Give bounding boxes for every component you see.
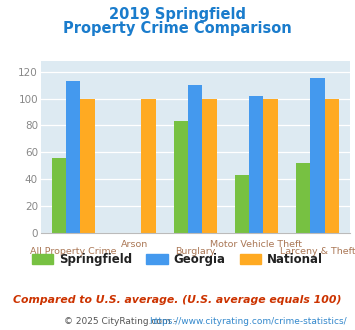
Text: Arson: Arson: [121, 240, 148, 249]
Text: 2019 Springfield: 2019 Springfield: [109, 7, 246, 21]
Text: Larceny & Theft: Larceny & Theft: [279, 247, 355, 256]
Bar: [296, 163, 310, 233]
Bar: [80, 99, 95, 233]
Bar: [324, 99, 339, 233]
Bar: [141, 99, 156, 233]
Text: Motor Vehicle Theft: Motor Vehicle Theft: [210, 240, 302, 249]
Bar: [310, 79, 324, 233]
Text: All Property Crime: All Property Crime: [30, 247, 116, 256]
Bar: [263, 99, 278, 233]
Bar: [235, 175, 249, 233]
Legend: Springfield, Georgia, National: Springfield, Georgia, National: [32, 253, 323, 266]
Text: © 2025 CityRating.com -: © 2025 CityRating.com -: [64, 317, 180, 326]
Bar: [66, 81, 80, 233]
Bar: [249, 96, 263, 233]
Bar: [174, 121, 188, 233]
Bar: [188, 85, 202, 233]
Text: Burglary: Burglary: [175, 247, 215, 256]
Text: Compared to U.S. average. (U.S. average equals 100): Compared to U.S. average. (U.S. average …: [13, 295, 342, 305]
Text: Property Crime Comparison: Property Crime Comparison: [63, 21, 292, 36]
Bar: [202, 99, 217, 233]
Bar: [51, 157, 66, 233]
Text: https://www.cityrating.com/crime-statistics/: https://www.cityrating.com/crime-statist…: [149, 317, 347, 326]
